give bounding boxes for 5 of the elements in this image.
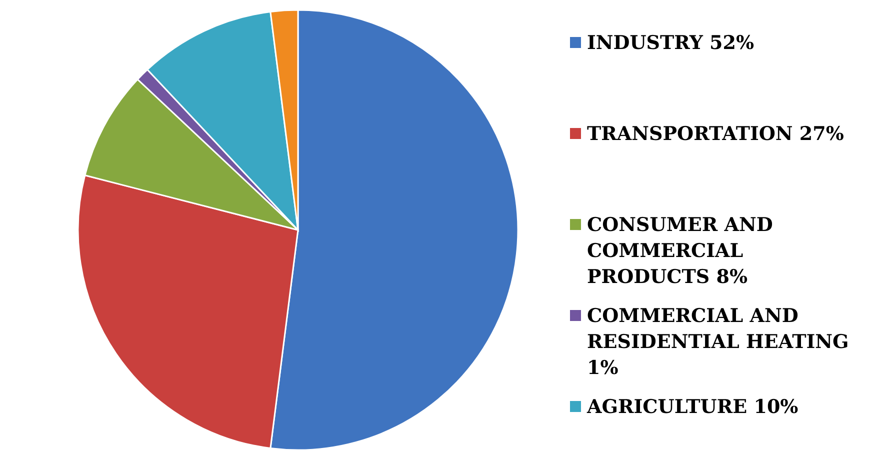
legend-label: AGRICULTURE 10% [587, 395, 800, 420]
legend-label: INDUSTRY 52% [587, 31, 756, 56]
legend-label: CONSUMER AND COMMERCIAL PRODUCTS 8% [587, 213, 774, 290]
legend-label: TRANSPORTATION 27% [587, 122, 845, 147]
legend-label: COMMERCIAL AND RESIDENTIAL HEATING 1% [587, 304, 850, 381]
